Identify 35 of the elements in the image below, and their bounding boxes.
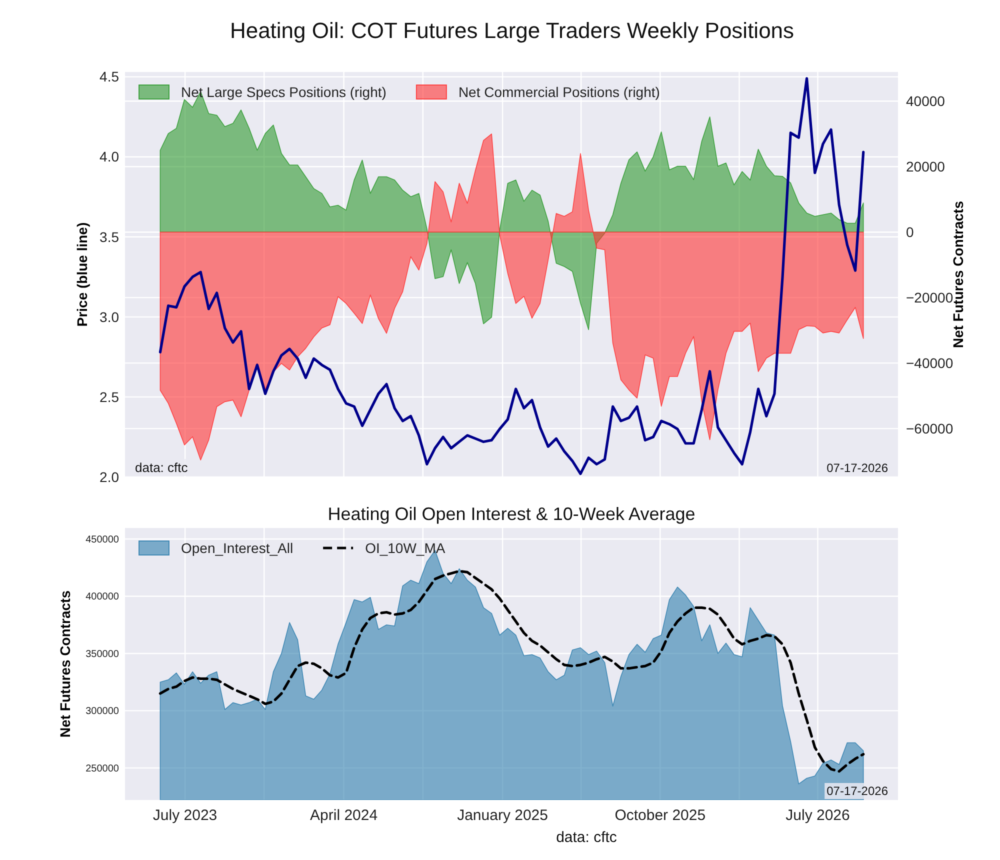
annotation: 07-17-2026 — [826, 784, 888, 798]
y-axis-title: Net Futures Contracts — [57, 590, 73, 738]
y-tick-label: 3.5 — [100, 228, 120, 245]
legend-label: OI_10W_MA — [365, 540, 446, 556]
y-tick-label: 4.0 — [100, 148, 120, 165]
x-tick-label: April 2024 — [310, 807, 378, 824]
x-tick-label: July 2026 — [786, 807, 850, 824]
y-tick-label: 2.0 — [100, 468, 120, 485]
y-tick-label: 250000 — [86, 763, 120, 774]
y2-tick-label: −60000 — [906, 420, 954, 436]
annotation: 07-17-2026 — [826, 461, 888, 475]
y2-tick-label: 40000 — [906, 93, 946, 110]
x-tick-label: January 2025 — [457, 807, 548, 824]
y-axis-title: Price (blue line) — [74, 222, 90, 327]
x-tick-label: July 2023 — [152, 807, 218, 824]
y-tick-label: 300000 — [86, 706, 120, 718]
y-tick-label: 450000 — [86, 534, 120, 546]
legend-label: Open_Interest_All — [181, 540, 294, 556]
y2-tick-label: −20000 — [906, 289, 954, 306]
text: data: cftc — [556, 829, 618, 846]
y-tick-label: 3.0 — [100, 308, 120, 325]
line-series — [158, 570, 865, 773]
y2-tick-label: −40000 — [906, 354, 954, 371]
y-tick-label: 400000 — [86, 592, 120, 603]
legend-label: Net Commercial Positions (right) — [458, 84, 660, 100]
y2-tick-label: 0 — [906, 224, 914, 240]
chart-title: Heating Oil Open Interest & 10-Week Average — [328, 504, 696, 524]
legend-label: Net Large Specs Positions (right) — [181, 84, 386, 100]
x-tick-label: October 2025 — [614, 807, 706, 824]
y-tick-label: 4.5 — [100, 68, 120, 85]
y-tick-label: 2.5 — [100, 388, 120, 405]
annotation: data: cftc — [135, 460, 188, 475]
y-tick-label: 350000 — [86, 648, 120, 660]
y2-tick-label: 20000 — [906, 158, 946, 175]
chart-title: Heating Oil: COT Futures Large Traders Weekly Positions — [230, 18, 794, 43]
